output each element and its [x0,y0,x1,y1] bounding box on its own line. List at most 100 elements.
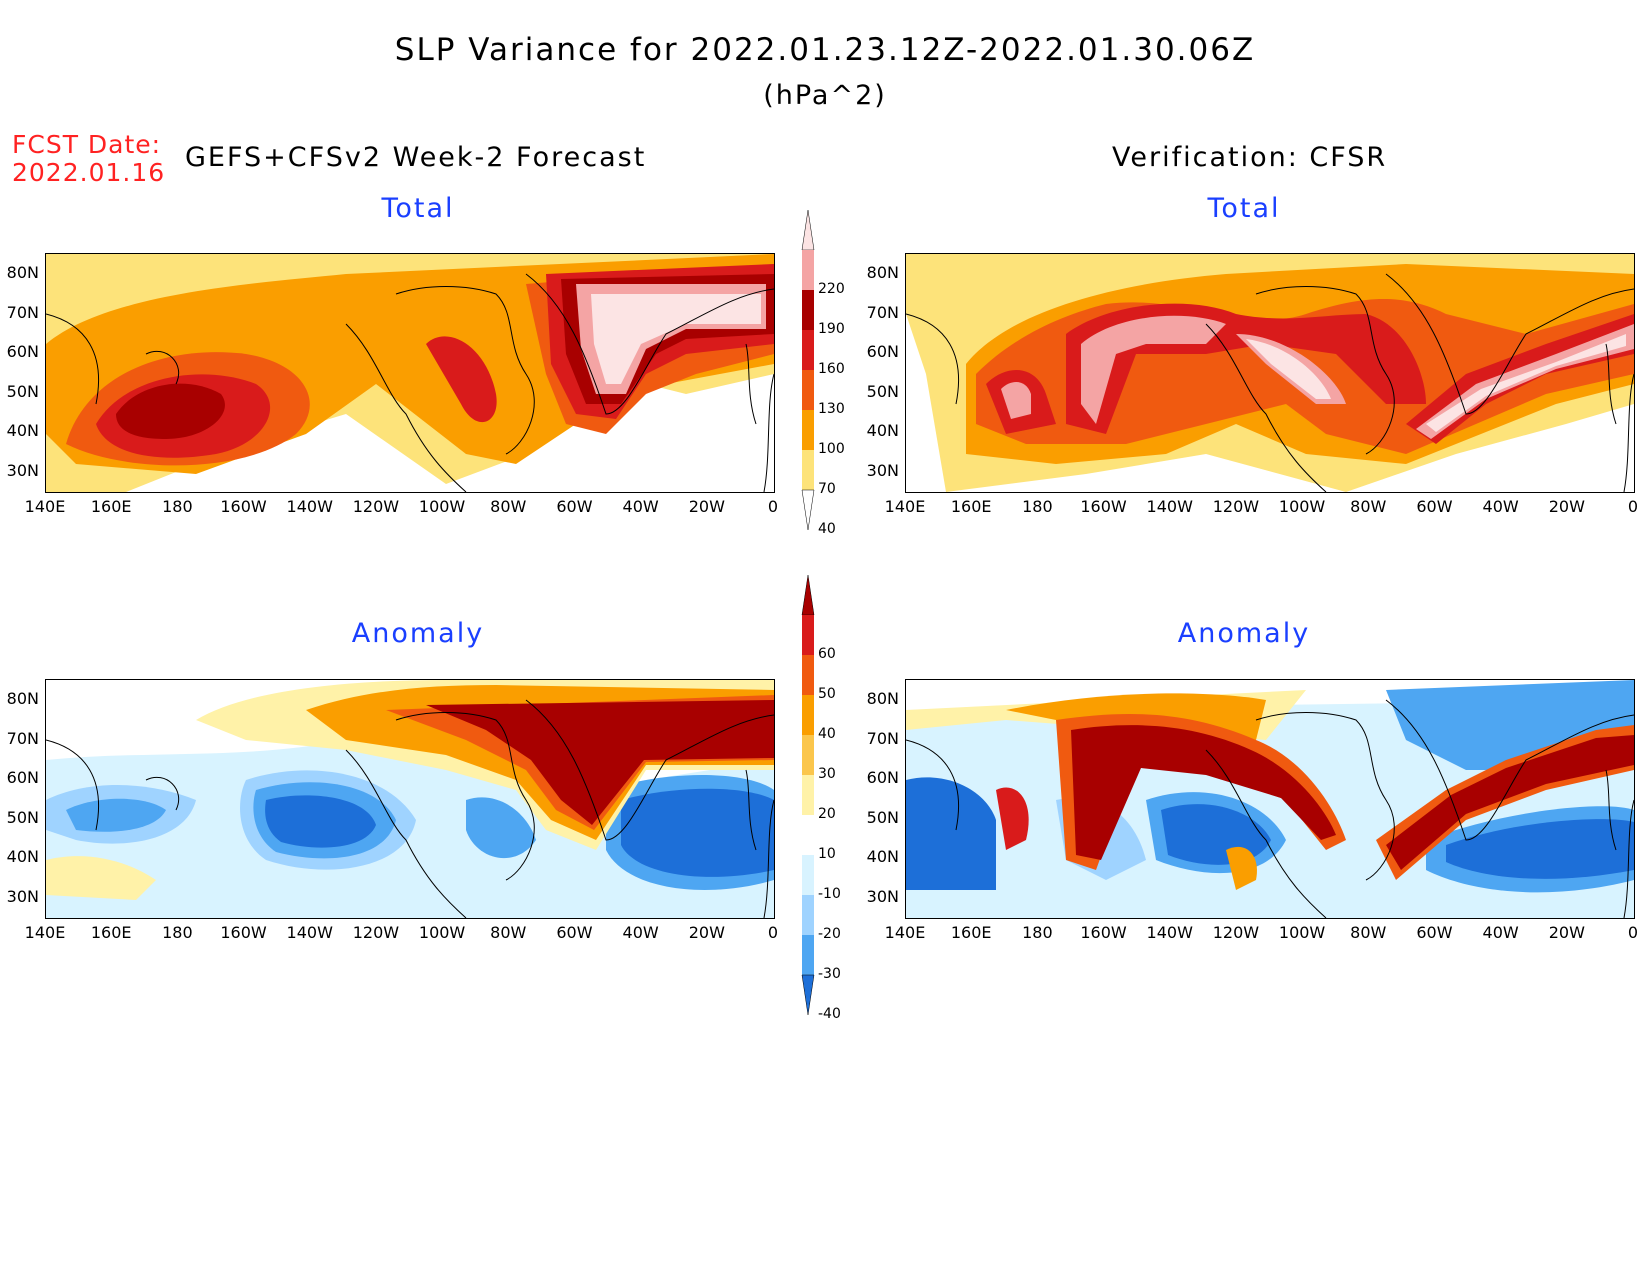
anomaly-colorbar-bottom-extension [801,974,815,1016]
forecast-anomaly-map [45,679,775,919]
lon-tick-label: 60W [556,497,593,516]
lon-tick-label: 40W [622,923,659,942]
anomaly-colorbar-label: 10 [818,846,836,862]
anomaly-colorbar-top-extension [801,575,815,616]
lat-tick-label: 50N [866,807,899,827]
lat-tick-label: 50N [6,807,39,827]
total-colorbar-swatch [802,290,814,330]
anomaly-colorbar-label: -30 [818,966,841,982]
fcst-date-label: FCST Date: [12,130,162,159]
lon-tick-label: 140E [884,923,926,942]
anomaly-colorbar-swatch [802,855,814,895]
anomaly-colorbar-swatch [802,935,814,975]
total-colorbar-label: 70 [818,481,836,497]
lon-tick-label: 20W [688,497,725,516]
lat-tick-label: 50N [6,381,39,401]
anomaly-colorbar-label: 50 [818,686,836,702]
total-colorbar-label: 220 [818,281,845,297]
anomaly-colorbar-label: -10 [818,886,841,902]
lon-tick-label: 0 [767,923,779,942]
lon-tick-label: 0 [1627,923,1639,942]
anomaly-colorbar-swatch [802,775,814,815]
lon-tick-label: 20W [688,923,725,942]
total-colorbar-label: 100 [818,441,845,457]
panel-title-top-right: Total [1207,193,1281,224]
lon-tick-label: 140W [1146,497,1193,516]
lat-tick-label: 70N [6,728,39,748]
panel-title-bottom-right: Anomaly [1177,618,1311,649]
lon-tick-label: 160W [220,923,267,942]
anomaly-colorbar-label: -40 [818,1006,841,1022]
total-colorbar-swatch [802,330,814,370]
lon-tick-label: 160W [220,497,267,516]
anomaly-colorbar-label: 20 [818,806,836,822]
lon-tick-label: 60W [1416,923,1453,942]
lat-tick-label: 60N [866,342,899,362]
lon-tick-label: 100W [418,497,466,516]
anomaly-colorbar-swatch [802,895,814,935]
lon-tick-label: 140W [286,923,333,942]
lon-tick-label: 20W [1548,923,1585,942]
anomaly-colorbar-label: 60 [818,646,836,662]
lat-tick-label: 50N [866,381,899,401]
lat-tick-label: 40N [6,421,39,441]
lon-tick-label: 140E [884,497,926,516]
verification-anomaly-map [905,679,1635,919]
total-colorbar-bottom-extension [801,489,815,531]
total-colorbar-top-extension [801,210,815,251]
lat-tick-label: 80N [6,689,39,708]
anomaly-colorbar-swatch [802,735,814,775]
panel-title-top-left: Total [381,193,455,224]
lat-tick-label: 30N [6,887,39,906]
total-colorbar-label: 130 [818,401,845,417]
chart-title: SLP Variance for 2022.01.23.12Z-2022.01.… [394,32,1256,68]
lon-tick-label: 140E [24,497,66,516]
lat-tick-label: 40N [6,847,39,867]
lat-tick-label: 60N [6,768,39,788]
lon-tick-label: 60W [1416,497,1453,516]
lat-tick-label: 30N [6,461,39,480]
lat-tick-label: 40N [866,421,899,441]
anomaly-colorbar [801,575,815,1016]
anomaly-colorbar-label: 40 [818,726,836,742]
lon-tick-label: 80W [490,497,527,516]
lat-tick-label: 80N [866,689,899,708]
forecast-total-map [45,253,775,493]
lon-tick-label: 140W [286,497,333,516]
units-label: (hPa^2) [763,80,887,111]
lon-tick-label: 120W [1212,923,1260,942]
total-colorbar-label: 190 [818,321,845,337]
lon-tick-label: 0 [1627,497,1639,516]
lat-tick-label: 80N [6,263,39,282]
lon-tick-label: 160E [950,923,992,942]
fcst-date-value: 2022.01.16 [12,158,166,187]
anomaly-colorbar-swatch [802,815,814,855]
total-colorbar-swatch [802,250,814,290]
lon-tick-label: 100W [1278,497,1326,516]
lon-tick-label: 160E [90,497,132,516]
lon-tick-label: 100W [418,923,466,942]
lon-tick-label: 160E [90,923,132,942]
verification-total-map [905,253,1635,493]
total-colorbar [801,210,815,531]
lon-tick-label: 40W [622,497,659,516]
anomaly-colorbar-label: -20 [818,926,841,942]
lon-tick-label: 80W [1350,497,1387,516]
lon-tick-label: 20W [1548,497,1585,516]
anomaly-colorbar-label: 30 [818,766,836,782]
lon-tick-label: 160W [1080,923,1127,942]
lat-tick-label: 30N [866,887,899,906]
lon-tick-label: 180 [1022,923,1053,942]
lon-tick-label: 100W [1278,923,1326,942]
lat-tick-label: 30N [866,461,899,480]
lat-tick-label: 60N [866,768,899,788]
lat-tick-label: 60N [6,342,39,362]
lon-tick-label: 120W [352,497,400,516]
anomaly-colorbar-swatch [802,655,814,695]
lat-tick-label: 70N [866,728,899,748]
lon-tick-label: 120W [1212,497,1260,516]
total-colorbar-swatch [802,370,814,410]
total-colorbar-label: 40 [818,521,836,537]
lon-tick-label: 40W [1482,923,1519,942]
lon-tick-label: 180 [1022,497,1053,516]
